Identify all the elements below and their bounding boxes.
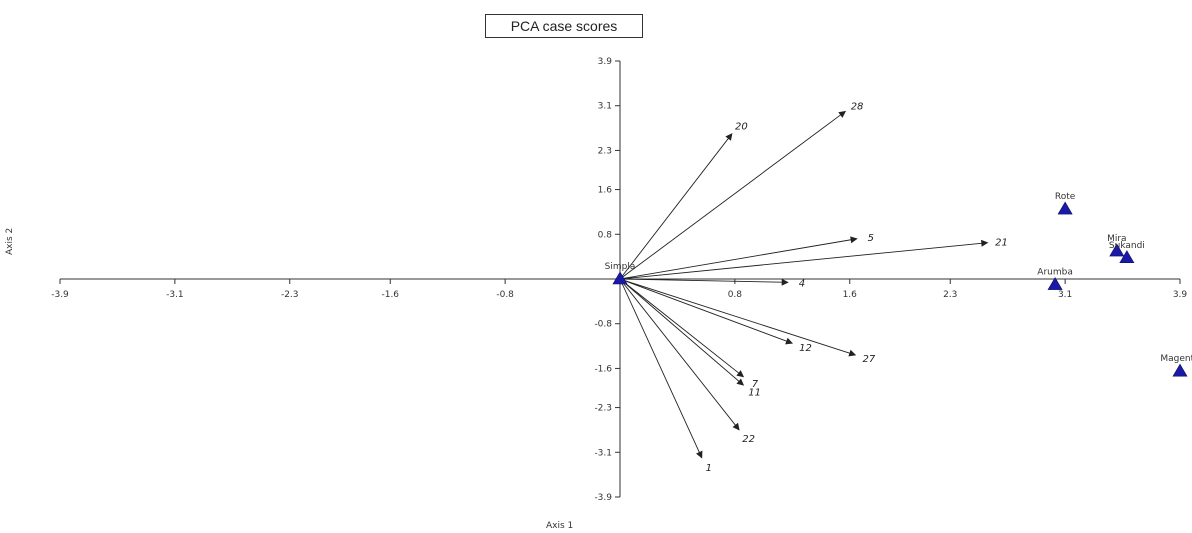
chart-title: PCA case scores [485, 14, 643, 38]
axes: -3.9 -3.1 -2.3 -1.6 -0.8 0.8 1.6 2.3 3.1 3.9 3.9 3.… [51, 57, 1187, 503]
case-point-label: Rote [1055, 192, 1076, 202]
loading-vector [619, 278, 703, 459]
y-tick-label: 2.3 [598, 146, 612, 156]
loading-vectors: 20 28 5 21 4 12 27 711 22 1 [619, 101, 1008, 474]
y-tick-label: -0.8 [594, 320, 612, 330]
loading-vector [619, 278, 857, 357]
vector-label: 22 [742, 434, 755, 445]
vector-label: 4 [799, 279, 805, 290]
loading-vector [619, 133, 733, 280]
loading-vector [619, 110, 846, 280]
y-tick-label: 3.1 [598, 102, 612, 112]
loading-vector [619, 278, 745, 378]
y-tick-label: -3.9 [594, 493, 612, 503]
case-point-label: Magenta [1160, 354, 1192, 364]
case-point-label: Mira [1107, 234, 1126, 244]
case-point-marker [1047, 276, 1063, 290]
x-tick-label: 3.9 [1173, 290, 1188, 300]
x-tick-label: 2.3 [943, 290, 957, 300]
x-tick-label: -3.1 [166, 290, 184, 300]
x-tick-label: -0.8 [496, 290, 514, 300]
y-tick-label: 3.9 [598, 57, 613, 67]
vector-label: 7 [752, 379, 759, 390]
loading-vector [619, 278, 793, 345]
y-tick-label: -3.1 [594, 448, 612, 458]
case-point-label: Simpla [605, 262, 636, 272]
case-point-marker [1172, 363, 1188, 377]
case-point-label: Sukandi [1109, 241, 1145, 251]
vector-label: 5 [868, 233, 874, 244]
case-point-label: Arumba [1037, 268, 1073, 278]
case-point-marker [1057, 201, 1073, 215]
y-tick-label: -2.3 [594, 404, 612, 414]
y-axis-label: Axis 2 [5, 227, 15, 255]
x-tick-label: 1.6 [843, 290, 858, 300]
case-point-marker [1119, 250, 1135, 264]
loading-vector [619, 239, 989, 280]
y-tick-label: 1.6 [598, 186, 613, 196]
vector-label: 1 [706, 463, 712, 474]
loading-vector [619, 278, 789, 286]
case-point-marker [1109, 243, 1125, 257]
x-tick-label: -1.6 [381, 290, 399, 300]
loading-vector [619, 236, 858, 280]
x-tick-label: -3.9 [51, 290, 69, 300]
vector-label: 12 [799, 343, 812, 354]
x-tick-label: 3.1 [1058, 290, 1072, 300]
x-tick-label: -2.3 [281, 290, 299, 300]
y-tick-label: 0.8 [598, 230, 613, 240]
vector-label: 27 [863, 354, 876, 365]
y-tick-label: -1.6 [594, 364, 612, 374]
x-tick-label: 0.8 [728, 290, 743, 300]
vector-label: 28 [851, 101, 864, 112]
vector-label: 20 [735, 122, 748, 133]
vector-label: 11 [748, 388, 761, 399]
loading-vector [619, 278, 740, 431]
loading-vector [619, 278, 745, 386]
x-axis-label: Axis 1 [546, 521, 574, 531]
vector-label: 21 [995, 238, 1008, 249]
case-point-marker [612, 271, 628, 285]
